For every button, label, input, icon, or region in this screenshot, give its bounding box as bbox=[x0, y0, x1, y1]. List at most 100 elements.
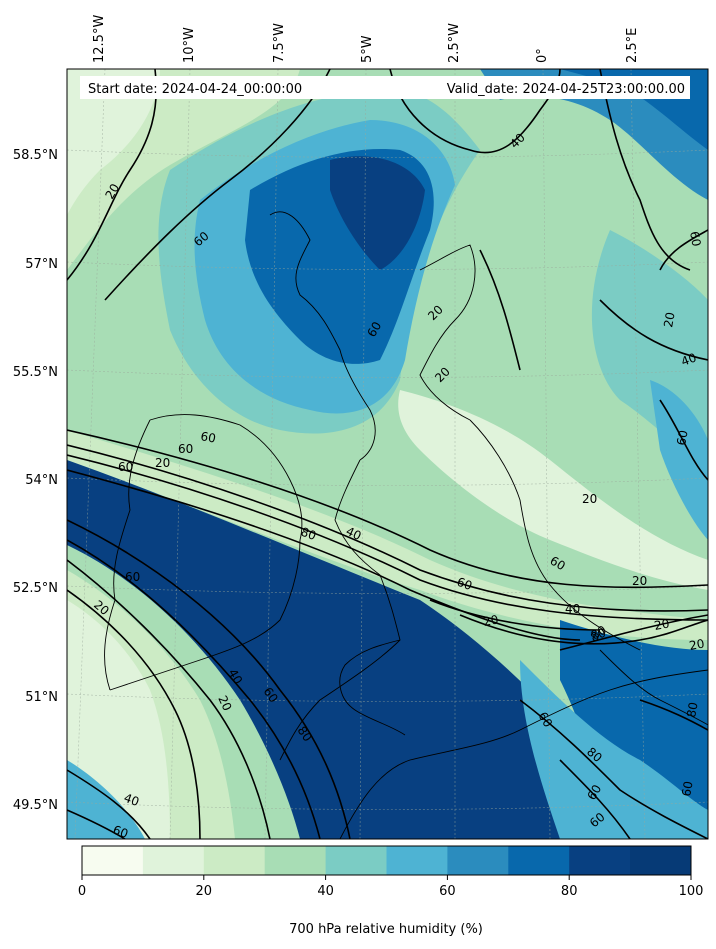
contour-80-se bbox=[559, 614, 708, 651]
colorbar-swatch bbox=[82, 846, 144, 875]
colorbar-tick-label: 20 bbox=[196, 884, 213, 899]
start-date-label: Start date: 2024-04-24_00:00:00 bbox=[88, 82, 302, 97]
colorbar-swatch bbox=[325, 846, 387, 875]
coast-continent bbox=[599, 649, 708, 726]
contour-80-main bbox=[67, 469, 581, 641]
contour-40-sw bbox=[67, 559, 271, 839]
contour-label: 20 bbox=[582, 492, 597, 506]
contour-60-scotland bbox=[104, 69, 331, 301]
colorbar-tick-label: 60 bbox=[439, 884, 456, 899]
contour-60-e bbox=[659, 229, 708, 271]
contour-20-gap bbox=[429, 599, 601, 631]
lon-label: 0° bbox=[535, 48, 550, 63]
coastlines bbox=[104, 211, 708, 839]
humidity-band-scotland-max bbox=[330, 156, 425, 270]
lat-label: 49.5°N bbox=[13, 798, 58, 813]
contour-label: 60 bbox=[674, 429, 690, 446]
valid-date-label: Valid_date: 2024-04-25T23:00:00.00 bbox=[447, 82, 685, 97]
contour-label: 80 bbox=[299, 525, 318, 543]
contour-label: 60 bbox=[118, 460, 133, 474]
coast-ireland-west bbox=[104, 419, 151, 691]
contour-label: 40 bbox=[225, 667, 245, 687]
contour-20-ne bbox=[599, 69, 691, 271]
coast-scotland-east bbox=[419, 244, 476, 421]
colorbar-swatch bbox=[142, 846, 205, 875]
contour-label: 60 bbox=[125, 570, 140, 584]
contour-label: 80 bbox=[589, 623, 609, 643]
humidity-band-england-dry bbox=[398, 390, 708, 590]
contour-label: 20 bbox=[688, 637, 705, 653]
contour-40-s bbox=[67, 769, 151, 839]
contour-60-main bbox=[67, 444, 708, 612]
map-frame bbox=[66, 68, 709, 840]
contour-label: 60 bbox=[687, 230, 703, 247]
lat-label: 57°N bbox=[25, 257, 58, 272]
contour-label: 60 bbox=[548, 553, 568, 573]
humidity-band-southeast-mid bbox=[520, 660, 708, 839]
humidity-band-nw-verylow bbox=[67, 69, 160, 215]
colorbar-ticks: 0 20 40 60 80 100 bbox=[78, 875, 703, 899]
lat-label: 54°N bbox=[25, 473, 58, 488]
contour-label: 20 bbox=[653, 617, 670, 633]
contour-label: 60 bbox=[455, 575, 474, 593]
contour-label: 60 bbox=[535, 710, 555, 730]
lon-label: 2.5°E bbox=[625, 28, 640, 63]
colorbar: 0 20 40 60 80 100 700 hPa relative humidity (… bbox=[78, 845, 703, 937]
contour-label: 40 bbox=[679, 350, 698, 368]
humidity-band-east-high bbox=[650, 380, 708, 540]
lon-label: 5°W bbox=[360, 35, 375, 63]
latitude-labels: 58.5°N 57°N 55.5°N 54°N 52.5°N 51°N 49.5… bbox=[13, 148, 58, 813]
contour-label: 60 bbox=[584, 782, 604, 802]
colorbar-tick-label: 40 bbox=[317, 884, 334, 899]
colorbar-swatch bbox=[569, 846, 631, 875]
coast-wales bbox=[339, 639, 406, 736]
contour-label: 20 bbox=[102, 181, 122, 201]
contour-label-group: 20 60 60 60 20 60 40 60 20 60 20 20 80 4… bbox=[91, 130, 705, 841]
lon-label: 12.5°W bbox=[92, 15, 107, 63]
contour-20-ne2 bbox=[479, 249, 521, 371]
contour-label: 40 bbox=[565, 602, 580, 616]
contour-20-sw bbox=[67, 589, 201, 839]
contour-20-nw bbox=[67, 69, 158, 281]
contour-60-sw bbox=[67, 539, 321, 839]
contour-label: 40 bbox=[122, 791, 141, 809]
contour-label: 20 bbox=[632, 574, 647, 588]
contour-label: 60 bbox=[178, 442, 193, 456]
contour-60-se bbox=[459, 614, 708, 645]
contour-80-s bbox=[519, 699, 708, 839]
contour-label: 20 bbox=[155, 456, 170, 470]
contour-40-main bbox=[67, 454, 708, 621]
colorbar-swatch bbox=[508, 846, 570, 875]
graticule bbox=[67, 69, 708, 839]
colorbar-tick-label: 80 bbox=[561, 884, 578, 899]
lon-label: 2.5°W bbox=[447, 23, 462, 63]
coast-ireland-north bbox=[149, 414, 303, 541]
coast-scotland-west bbox=[269, 211, 376, 461]
coast-france-north bbox=[339, 669, 708, 839]
colorbar-swatch bbox=[386, 846, 448, 875]
contour-label: 20 bbox=[215, 693, 234, 713]
contour-label: 80 bbox=[588, 626, 608, 645]
colorbar-swatch bbox=[630, 846, 692, 875]
colorbar-swatch bbox=[203, 846, 266, 875]
lat-label: 58.5°N bbox=[13, 148, 58, 163]
contour-label: 60 bbox=[111, 823, 130, 841]
contour-label: 60 bbox=[364, 319, 384, 339]
colorbar-swatch bbox=[264, 846, 327, 875]
contour-label: 40 bbox=[344, 524, 364, 543]
humidity-band-dryslot bbox=[67, 430, 708, 640]
contour-label: 20 bbox=[661, 311, 677, 328]
coast-england-east bbox=[469, 419, 641, 651]
colorbar-label: 700 hPa relative humidity (%) bbox=[289, 922, 483, 937]
lat-label: 51°N bbox=[25, 690, 58, 705]
contour-20-main bbox=[67, 429, 708, 589]
map-panel: 20 60 60 60 20 60 40 60 20 60 20 20 80 4… bbox=[67, 69, 708, 841]
lon-label: 10°W bbox=[182, 27, 197, 63]
colorbar-frame bbox=[81, 845, 692, 876]
lat-label: 55.5°N bbox=[13, 365, 58, 380]
colorbar-tick-label: 0 bbox=[78, 884, 86, 899]
contour-label: 80 bbox=[684, 701, 700, 718]
colorbar-swatch bbox=[447, 846, 509, 875]
contour-60-e2 bbox=[659, 399, 708, 481]
